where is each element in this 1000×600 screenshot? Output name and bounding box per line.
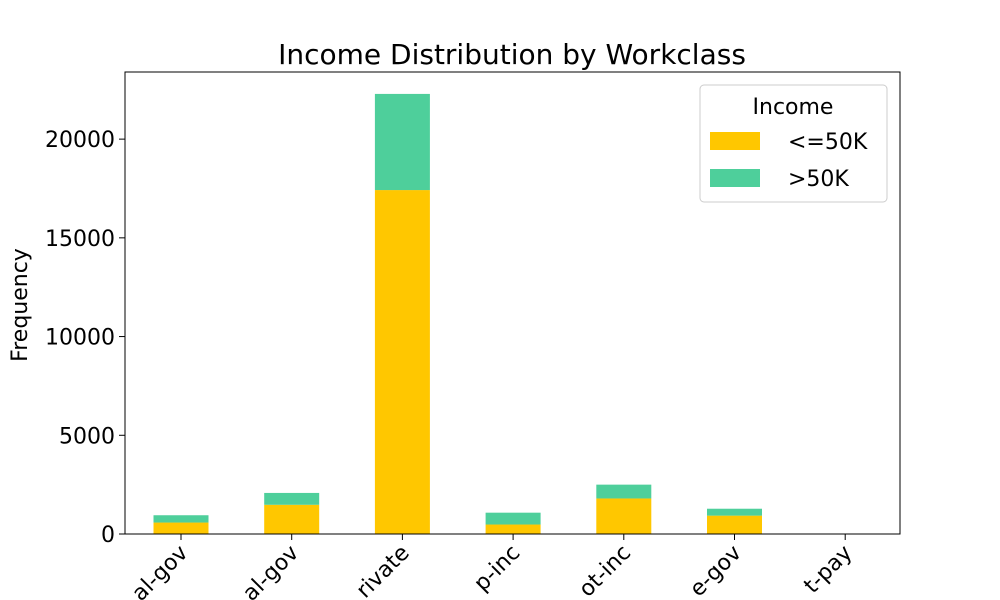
x-tick-label-3: p-inc xyxy=(469,541,525,597)
y-tick-label-4: 20000 xyxy=(45,128,115,153)
bar-le50k-0 xyxy=(153,522,209,534)
y-axis-label: Frequency xyxy=(8,248,33,362)
legend-label-le50k: <=50K xyxy=(788,130,868,155)
bar-gt50k-3 xyxy=(485,512,541,525)
x-tick-label-4: ot-inc xyxy=(574,541,636,600)
x-tick-label-0: al-gov xyxy=(127,541,193,600)
x-axis: al-gov al-gov rivate p-inc ot-inc e-gov t-pay xyxy=(127,534,857,600)
x-tick-label-1: al-gov xyxy=(238,541,304,600)
y-tick-label-3: 15000 xyxy=(45,227,115,252)
bar-gt50k-1 xyxy=(264,492,320,505)
bar-gt50k-4 xyxy=(596,484,652,499)
bar-le50k-2 xyxy=(374,190,430,535)
bar-le50k-3 xyxy=(485,524,541,534)
legend-swatch-gt50k xyxy=(710,169,760,187)
bar-le50k-5 xyxy=(707,515,762,534)
bar-le50k-4 xyxy=(596,498,652,534)
bars-layer xyxy=(153,93,873,535)
x-tick-label-6: t-pay xyxy=(799,541,857,599)
chart-title: Income Distribution by Workclass xyxy=(278,38,746,71)
y-tick-label-2: 10000 xyxy=(45,326,115,351)
legend-title: Income xyxy=(753,95,834,120)
y-axis: 0 5000 10000 15000 20000 xyxy=(45,128,125,548)
x-tick-label-5: e-gov xyxy=(685,541,746,600)
plot-frame xyxy=(124,71,901,535)
legend-label-gt50k: >50K xyxy=(788,167,849,192)
legend-swatch-le50k xyxy=(710,132,760,150)
x-tick-label-2: rivate xyxy=(352,541,415,600)
legend: Income <=50K >50K xyxy=(699,84,888,203)
y-tick-label-0: 0 xyxy=(101,523,115,548)
bar-gt50k-0 xyxy=(153,515,209,523)
legend-items: <=50K >50K xyxy=(710,130,868,192)
y-tick-label-1: 5000 xyxy=(59,424,115,449)
bar-le50k-1 xyxy=(264,504,320,534)
bar-gt50k-5 xyxy=(707,508,762,516)
bar-gt50k-2 xyxy=(374,93,430,191)
